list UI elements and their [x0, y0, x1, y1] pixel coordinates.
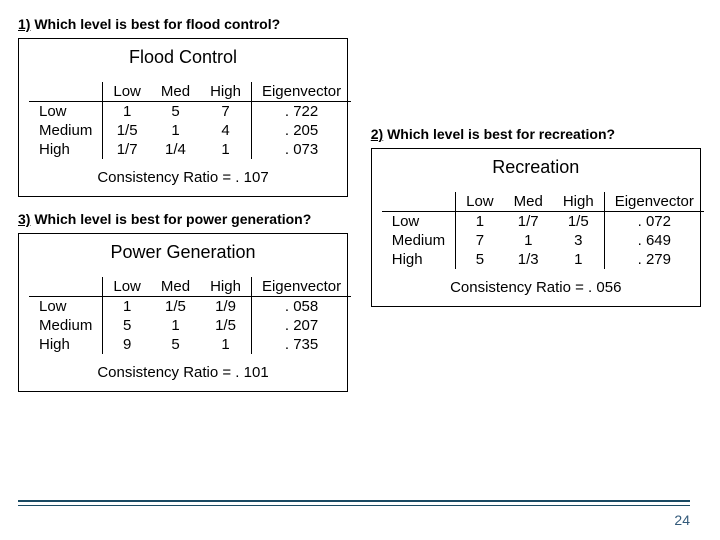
q3-text: Which level is best for power generation… [30, 211, 311, 227]
flood-cr: Consistency Ratio = . 107 [29, 169, 337, 186]
table-row: High 9 5 1 . 735 [29, 335, 351, 354]
power-title: Power Generation [29, 242, 337, 263]
power-box: Power Generation Low Med High Eigenvecto… [18, 233, 348, 392]
col-high: High [200, 82, 251, 102]
table-row: Low 1 1/7 1/5 . 072 [382, 212, 704, 232]
q1-num: 1) [18, 16, 30, 32]
flood-control-box: Flood Control Low Med High Eigenvector L… [18, 38, 348, 197]
recreation-table: Low Med High Eigenvector Low 1 1/7 1/5 .… [382, 192, 704, 269]
table-row: Medium 5 1 1/5 . 207 [29, 316, 351, 335]
table-row: High 5 1/3 1 . 279 [382, 250, 704, 269]
question-2: 2) Which level is best for recreation? [371, 126, 702, 142]
q3-num: 3) [18, 211, 30, 227]
col-ev: Eigenvector [251, 82, 351, 102]
recreation-cr: Consistency Ratio = . 056 [382, 279, 690, 296]
footer-rule [18, 500, 690, 506]
table-row: High 1/7 1/4 1 . 073 [29, 140, 351, 159]
power-cr: Consistency Ratio = . 101 [29, 364, 337, 381]
col-low: Low [103, 82, 151, 102]
recreation-box: Recreation Low Med High Eigenvector Low … [371, 148, 701, 307]
q2-text: Which level is best for recreation? [383, 126, 615, 142]
col-med: Med [151, 82, 200, 102]
flood-title: Flood Control [29, 47, 337, 68]
power-table: Low Med High Eigenvector Low 1 1/5 1/9 .… [29, 277, 351, 354]
q2-num: 2) [371, 126, 383, 142]
col-blank [29, 82, 103, 102]
table-row: Low 1 5 7 . 722 [29, 102, 351, 122]
flood-table: Low Med High Eigenvector Low 1 5 7 . 722… [29, 82, 351, 159]
page-number: 24 [674, 512, 690, 528]
question-3: 3) Which level is best for power generat… [18, 211, 369, 227]
table-row: Low 1 1/5 1/9 . 058 [29, 297, 351, 317]
table-row: Medium 1/5 1 4 . 205 [29, 121, 351, 140]
q1-text: Which level is best for flood control? [30, 16, 280, 32]
question-1: 1) Which level is best for flood control… [18, 16, 369, 32]
recreation-title: Recreation [382, 157, 690, 178]
table-row: Medium 7 1 3 . 649 [382, 231, 704, 250]
